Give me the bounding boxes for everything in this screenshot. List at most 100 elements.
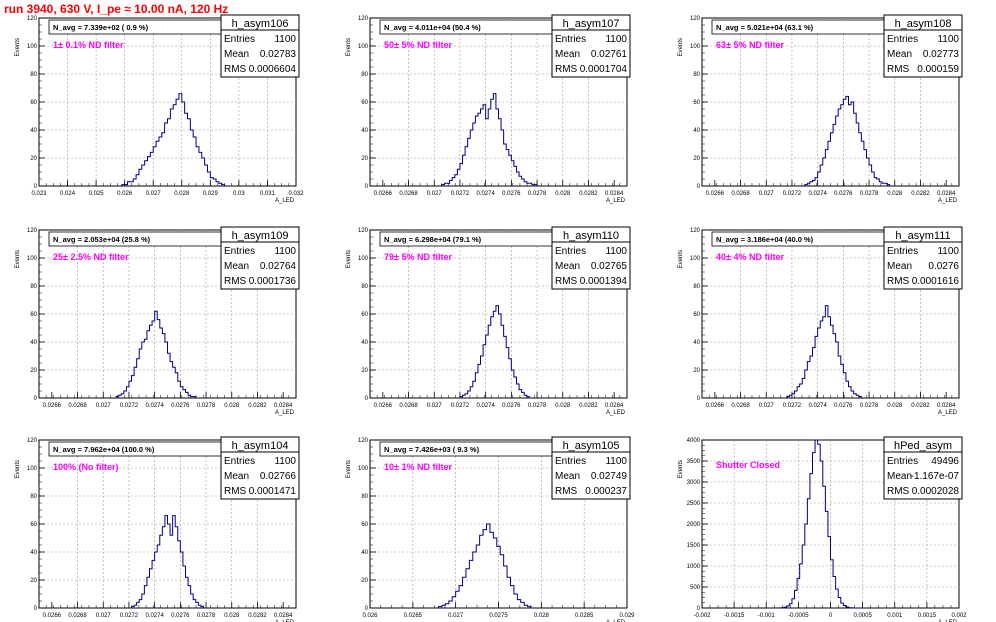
y-tick-label: 60 bbox=[30, 522, 37, 528]
x-tick-label: 0.028 bbox=[534, 613, 550, 619]
x-tick-label: 0.0272 bbox=[120, 403, 139, 409]
stats-label-mean: Mean bbox=[224, 471, 249, 482]
y-tick-label: 120 bbox=[358, 16, 369, 22]
stats-value-entries: 1100 bbox=[605, 34, 627, 45]
histogram-line bbox=[786, 305, 862, 398]
x-tick-label: 0.026 bbox=[117, 191, 133, 197]
stats-value-rms: 0.0001736 bbox=[249, 276, 297, 287]
stats-label-entries: Entries bbox=[224, 456, 255, 467]
x-tick-label: 0.0015 bbox=[918, 613, 937, 619]
stats-label-rms: RMS bbox=[555, 276, 578, 287]
y-tick-label: 60 bbox=[693, 312, 700, 318]
x-axis-label: A_LED bbox=[606, 410, 626, 416]
navg-text: N_avg = 4.011e+04 (50.4 %) bbox=[384, 23, 481, 32]
stats-value-mean: 0.0276 bbox=[928, 261, 959, 272]
stats-value-mean: 0.02783 bbox=[260, 49, 297, 60]
y-axis-label: Events bbox=[15, 460, 21, 478]
stats-box bbox=[551, 226, 631, 290]
y-tick-label: 20 bbox=[693, 156, 700, 162]
y-tick-label: 80 bbox=[30, 494, 37, 500]
y-tick-label: 20 bbox=[361, 156, 368, 162]
y-tick-label: 100 bbox=[27, 466, 38, 472]
x-tick-label: 0.0278 bbox=[528, 403, 547, 409]
y-tick-label: 40 bbox=[30, 128, 37, 134]
y-axis-label: Events bbox=[346, 38, 352, 56]
stats-value-rms: 0.000237 bbox=[585, 486, 627, 497]
stats-value-rms: 0.0001471 bbox=[249, 486, 297, 497]
y-tick-label: 40 bbox=[361, 128, 368, 134]
y-tick-label: 40 bbox=[361, 550, 368, 556]
x-tick-label: 0.028 bbox=[224, 613, 240, 619]
x-tick-label: 0.0268 bbox=[399, 403, 418, 409]
stats-label-entries: Entries bbox=[887, 246, 918, 257]
x-tick-label: 0.0272 bbox=[783, 191, 802, 197]
x-tick-label: 0.0274 bbox=[476, 403, 495, 409]
navg-text: N_avg = 6.298e+04 (79.1 %) bbox=[384, 235, 482, 244]
y-tick-label: 2500 bbox=[687, 501, 701, 507]
x-tick-label: -0.001 bbox=[758, 613, 776, 619]
run-title: run 3940, 630 V, I_pe ≈ 10.00 nA, 120 Hz bbox=[4, 2, 229, 16]
x-axis-label: A_LED bbox=[275, 620, 295, 622]
stats-histogram-name: h_asym106 bbox=[232, 18, 289, 30]
y-tick-label: 100 bbox=[690, 44, 701, 50]
histogram-line bbox=[121, 93, 226, 186]
y-tick-label: 1000 bbox=[687, 564, 701, 570]
stats-label-rms: RMS bbox=[887, 276, 910, 287]
stats-value-mean: 0.02773 bbox=[923, 49, 960, 60]
stats-value-rms: 0.0002028 bbox=[912, 486, 960, 497]
y-axis-label: Events bbox=[346, 460, 352, 478]
y-tick-label: 40 bbox=[361, 340, 368, 346]
x-tick-label: 0.027 bbox=[96, 403, 112, 409]
y-tick-label: 80 bbox=[361, 284, 368, 290]
x-tick-label: 0.0274 bbox=[145, 613, 164, 619]
y-tick-label: 80 bbox=[693, 72, 700, 78]
y-tick-label: 20 bbox=[693, 368, 700, 374]
stats-box bbox=[883, 14, 963, 78]
x-tick-label: 0.027 bbox=[759, 403, 775, 409]
navg-text: N_avg = 2.053e+04 (25.8 %) bbox=[53, 235, 151, 244]
x-tick-label: 0.0266 bbox=[43, 613, 62, 619]
histogram-line bbox=[804, 95, 891, 186]
filter-label: 1± 0.1% ND filter bbox=[53, 40, 124, 50]
navg-text: N_avg = 7.962e+04 (100.0 %) bbox=[53, 445, 155, 454]
histogram-line bbox=[441, 93, 538, 186]
filter-label: 10± 1% ND filter bbox=[384, 462, 452, 472]
filter-label: 25± 2.5% ND filter bbox=[53, 252, 129, 262]
y-axis-label: Events bbox=[678, 250, 684, 268]
y-tick-label: 80 bbox=[693, 284, 700, 290]
x-tick-label: 0.002 bbox=[951, 613, 967, 619]
stats-value-mean: 0.02749 bbox=[591, 471, 628, 482]
stats-label-entries: Entries bbox=[555, 456, 586, 467]
stats-box bbox=[883, 436, 963, 500]
x-axis-label: A_LED bbox=[606, 620, 626, 622]
y-tick-label: 0 bbox=[34, 184, 38, 190]
y-tick-label: 80 bbox=[361, 494, 368, 500]
stats-histogram-name: h_asym104 bbox=[232, 440, 289, 452]
x-axis-label: A_LED bbox=[275, 410, 295, 416]
y-tick-label: 0 bbox=[697, 396, 701, 402]
y-axis-label: Events bbox=[15, 38, 21, 56]
x-tick-label: 0.023 bbox=[31, 191, 47, 197]
x-tick-label: 0.0266 bbox=[706, 191, 725, 197]
x-tick-label: 0.0272 bbox=[120, 613, 139, 619]
stats-value-rms: 0.0001704 bbox=[580, 64, 628, 75]
stats-histogram-name: h_asym108 bbox=[895, 18, 952, 30]
y-tick-label: 3500 bbox=[687, 459, 701, 465]
x-tick-label: 0.0282 bbox=[911, 403, 930, 409]
x-tick-label: 0.0282 bbox=[911, 191, 930, 197]
y-tick-label: 0 bbox=[697, 184, 701, 190]
y-axis-label: Events bbox=[678, 460, 684, 478]
histogram-panel-h_asym105: 0 20 40 60 80 100 120 0.026 0.0265 0.027 0.0275 0.0… bbox=[346, 436, 635, 622]
x-tick-label: 0.0005 bbox=[853, 613, 872, 619]
stats-label-mean: Mean bbox=[887, 471, 912, 482]
x-tick-label: 0.0278 bbox=[528, 191, 547, 197]
x-tick-label: 0.0266 bbox=[43, 403, 62, 409]
stats-box bbox=[220, 14, 300, 78]
histogram-panel-h_asym108: 0 20 40 60 80 100 120 0.0266 0.0268 0.027 0.0272 0.… bbox=[678, 14, 963, 204]
filter-label: 100% (No filter) bbox=[53, 462, 119, 472]
x-tick-label: 0.028 bbox=[887, 403, 903, 409]
stats-value-entries: 49496 bbox=[931, 456, 959, 467]
histogram-line bbox=[131, 515, 204, 608]
y-axis-label: Events bbox=[346, 250, 352, 268]
